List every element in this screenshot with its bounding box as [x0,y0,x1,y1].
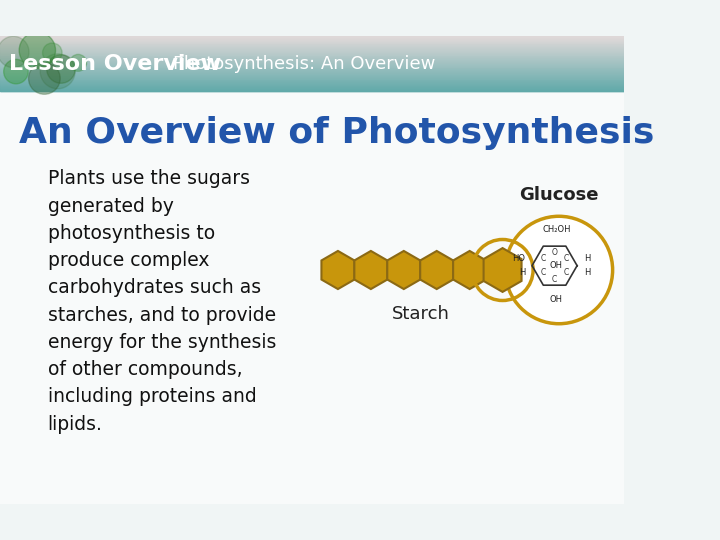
Bar [0,36,624,91]
Bar [0,37,624,39]
Bar [0,38,624,40]
Bar [0,40,624,43]
Bar [0,82,624,84]
Circle shape [19,32,55,69]
Text: C: C [552,275,557,284]
Bar [0,55,624,56]
Bar [0,57,624,59]
Bar [0,83,624,85]
Bar [0,58,624,60]
Bar [0,77,624,78]
Bar [0,68,624,69]
Circle shape [47,55,75,83]
Bar [0,71,624,73]
Polygon shape [420,251,453,289]
Bar [0,64,624,66]
Bar [0,42,624,43]
Polygon shape [484,248,521,292]
Text: CH₂OH: CH₂OH [542,226,570,234]
Bar [0,39,624,40]
Bar [0,47,624,49]
Circle shape [505,217,613,323]
Text: OH: OH [550,295,563,304]
Circle shape [0,36,29,68]
Bar [0,73,624,75]
Bar [0,74,624,76]
Circle shape [42,43,62,63]
Text: C: C [540,268,546,277]
Polygon shape [453,251,486,289]
Bar [0,85,624,87]
Bar [0,45,624,47]
Bar [0,69,624,71]
Bar [0,72,624,74]
Text: Starch: Starch [392,305,450,323]
Bar [0,70,624,72]
Text: Plants use the sugars
generated by
photosynthesis to
produce complex
carbohydrat: Plants use the sugars generated by photo… [48,170,276,434]
Bar [0,87,624,89]
Bar [0,78,624,79]
Text: C: C [540,254,546,264]
Bar [0,82,624,83]
Bar [0,62,624,64]
Bar [0,50,624,52]
Text: Lesson Overview: Lesson Overview [9,54,221,74]
Bar [0,79,624,82]
Bar [0,60,624,62]
Polygon shape [321,251,354,289]
Bar [0,75,624,77]
Text: HO: HO [512,254,525,263]
Bar [0,76,624,78]
Bar [0,35,624,37]
Bar [0,79,624,80]
Bar [0,89,624,91]
Text: An Overview of Photosynthesis: An Overview of Photosynthesis [19,116,654,150]
Text: H: H [584,254,590,263]
Bar [0,66,624,68]
Bar [0,36,624,38]
Circle shape [40,54,75,89]
Circle shape [70,55,86,71]
Bar [0,53,624,55]
Bar [0,63,624,65]
Bar [0,59,624,61]
Bar [0,84,624,86]
Bar [0,88,624,90]
Text: C: C [564,268,569,277]
Circle shape [29,63,60,94]
Text: H: H [584,268,590,277]
Bar [0,86,624,88]
Bar [0,48,624,50]
Text: Photosynthesis: An Overview: Photosynthesis: An Overview [174,55,436,73]
Bar [0,40,624,42]
Bar [0,91,624,504]
Bar [0,69,624,70]
Text: O: O [552,248,557,256]
Bar [0,53,624,56]
Bar [0,61,624,63]
Bar [0,44,624,45]
Polygon shape [387,251,420,289]
Bar [0,51,624,53]
Text: C: C [564,254,569,264]
Text: OH: OH [550,261,563,270]
Bar [0,57,624,58]
Bar [0,56,624,57]
Bar [0,46,624,48]
Circle shape [4,59,28,84]
Bar [0,44,624,46]
Text: Glucose: Glucose [519,186,598,204]
Bar [0,65,624,66]
Bar [0,80,624,82]
Text: H: H [518,268,525,277]
Bar [0,66,624,69]
Bar [0,43,624,44]
Polygon shape [354,251,387,289]
Bar [0,90,624,91]
Bar [0,52,624,53]
Bar [0,49,624,51]
